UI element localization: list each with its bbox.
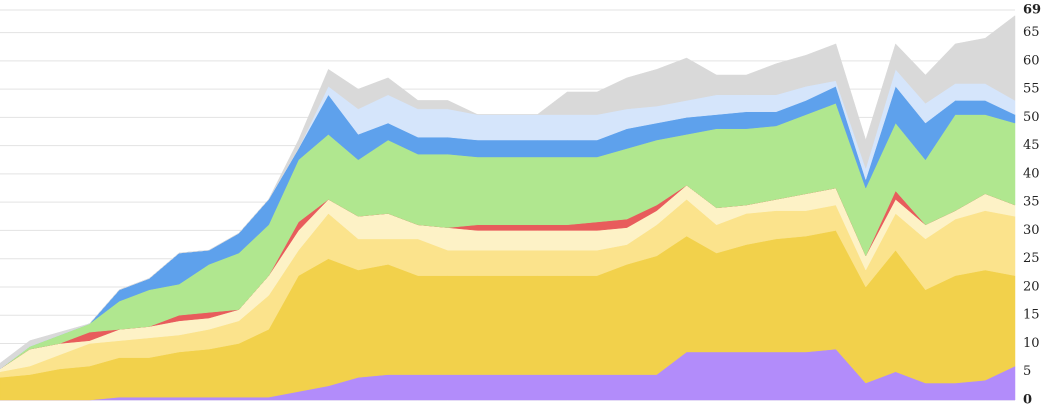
y-tick-label: 5 [1023,364,1031,379]
y-tick-label: 55 [1023,82,1040,97]
y-tick-label: 15 [1023,308,1040,323]
y-tick-label: 40 [1023,166,1040,181]
y-tick-label: 69 [1023,3,1041,18]
y-tick-label: 60 [1023,53,1040,68]
y-tick-label: 50 [1023,110,1040,125]
y-tick-label: 25 [1023,251,1040,266]
y-tick-label: 0 [1023,393,1032,408]
y-tick-label: 35 [1023,195,1040,210]
y-tick-label: 20 [1023,279,1040,294]
area-layer [0,15,1016,370]
y-tick-label: 45 [1023,138,1040,153]
y-tick-label: 10 [1023,336,1040,351]
y-tick-label: 65 [1023,25,1040,40]
y-tick-label: 30 [1023,223,1040,238]
